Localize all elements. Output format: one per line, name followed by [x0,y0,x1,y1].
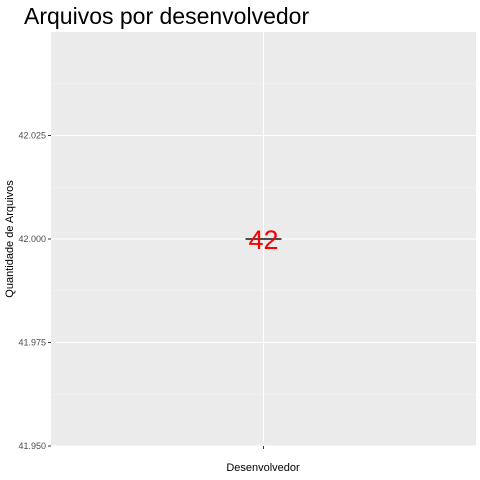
y-tick-label: 41.975 [18,338,46,348]
data-labels: 42 [248,225,278,255]
y-tick-label: 41.950 [18,441,46,451]
x-axis-title: Desenvolvedor [226,462,300,474]
y-axis-title: Quantidade de Arquivos [4,180,16,298]
bar-value-label: 42 [248,225,278,255]
bars [245,238,282,240]
axis-ticks: 41.950 41.975 42.000 42.025 [18,131,264,451]
y-tick-label: 42.000 [18,234,46,244]
grid-lines [51,32,476,447]
y-tick-label: 42.025 [18,131,46,141]
chart-title: Arquivos por desenvolvedor [24,3,309,29]
